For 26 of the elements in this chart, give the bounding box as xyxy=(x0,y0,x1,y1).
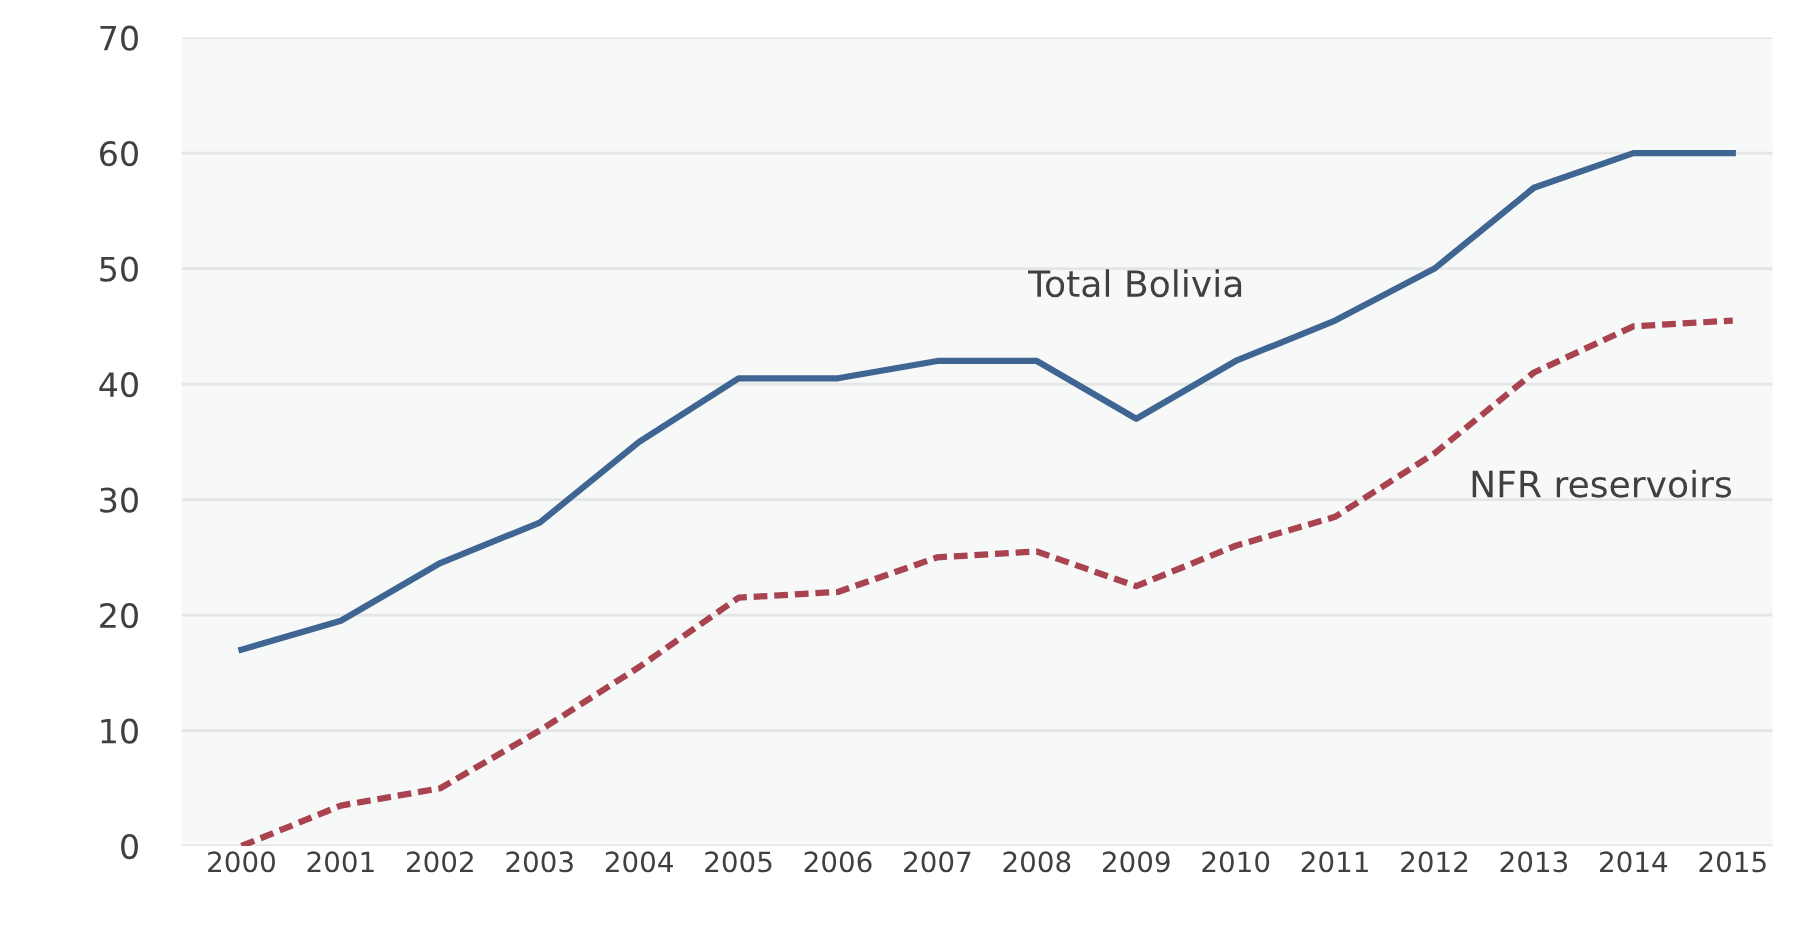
x-tick-label: 2001 xyxy=(307,851,374,873)
x-tick-label: 2009 xyxy=(1102,851,1170,873)
x-tick-label: 2008 xyxy=(1003,851,1071,873)
y-tick-label: 70 xyxy=(100,25,138,51)
x-tick-label: 2015 xyxy=(1699,851,1766,873)
x-tick-label: 2002 xyxy=(406,851,473,873)
x-tick-label: 2004 xyxy=(605,851,673,873)
x-tick-label: 2006 xyxy=(804,851,872,873)
y-tick-label: 30 xyxy=(100,487,138,513)
x-tick-label: 2003 xyxy=(506,851,573,873)
x-tick-label: 2013 xyxy=(1500,851,1568,873)
x-tick-label: 2014 xyxy=(1600,851,1668,873)
x-tick-label: 2000 xyxy=(208,851,275,873)
y-tick-label: 50 xyxy=(100,256,138,282)
y-tick-label: 60 xyxy=(100,141,138,167)
y-tick-label: 40 xyxy=(99,371,138,398)
x-tick-label: 2005 xyxy=(705,851,772,873)
x-tick-label: 2012 xyxy=(1401,851,1468,873)
series-label: NFR reservoirs xyxy=(1472,469,1732,498)
y-tick-label: 20 xyxy=(100,602,138,629)
x-tick-label: 2011 xyxy=(1301,851,1368,873)
series-label: Total Bolivia xyxy=(1028,269,1242,298)
y-tick-label: 10 xyxy=(101,718,138,744)
y-tick-label: 0 xyxy=(121,833,138,860)
x-tick-label: 2007 xyxy=(904,851,971,873)
x-tick-label: 2010 xyxy=(1202,851,1270,873)
